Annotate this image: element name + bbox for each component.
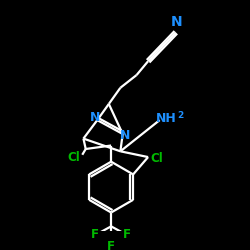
Text: NH: NH: [156, 112, 176, 125]
Text: F: F: [107, 240, 115, 250]
Text: F: F: [91, 228, 99, 241]
Text: Cl: Cl: [150, 152, 163, 165]
Text: 2: 2: [178, 111, 184, 120]
Text: Cl: Cl: [68, 150, 80, 164]
Text: F: F: [123, 228, 131, 241]
Text: N: N: [120, 129, 130, 142]
Text: N: N: [171, 15, 183, 29]
Text: N: N: [90, 111, 100, 124]
